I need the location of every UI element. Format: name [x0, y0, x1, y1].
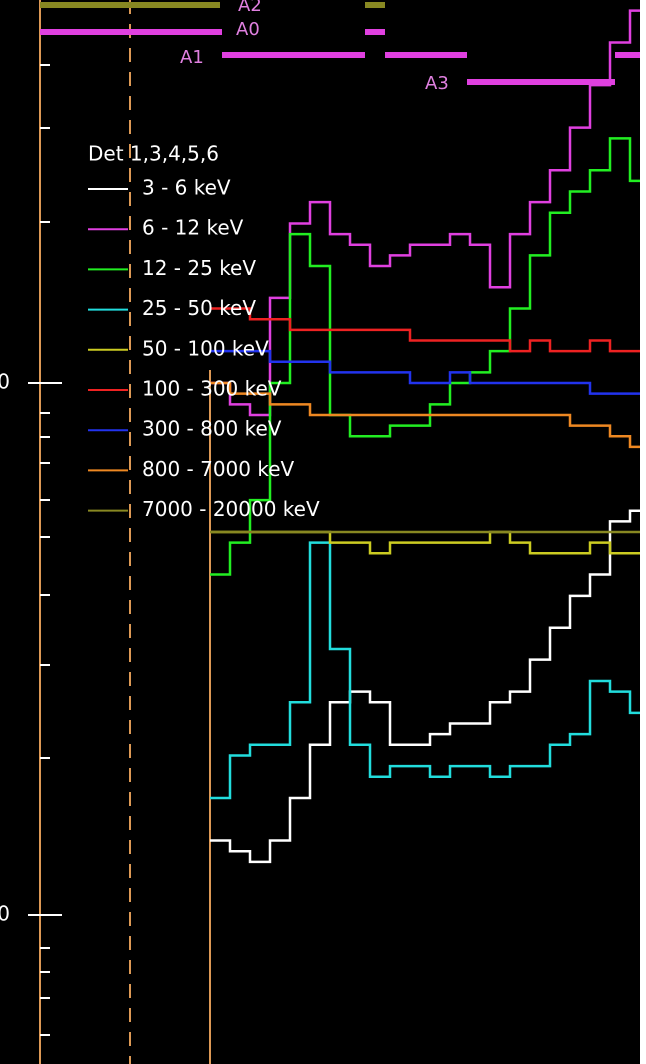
series-line [210, 349, 646, 395]
y-tick-label: 0 [0, 370, 10, 394]
minor-ticks [40, 64, 50, 1036]
annotation: A0 [236, 19, 260, 40]
legend-label: 50 - 100 keV [142, 336, 269, 360]
legend-label: 7000 - 20000 keV [142, 497, 320, 521]
series-line [210, 137, 646, 576]
legend-label: 3 - 6 keV [142, 176, 231, 200]
annotation: A3 [425, 73, 449, 94]
legend-title: Det 1,3,4,5,6 [88, 142, 219, 166]
legend-label: 25 - 50 keV [142, 296, 256, 320]
series-lines [210, 9, 646, 864]
legend: 3 - 6 keV 6 - 12 keV 12 - 25 keV 25 - 50 ke… [88, 176, 320, 521]
legend-label: 100 - 300 keV [142, 377, 282, 401]
legend-label: 12 - 25 keV [142, 256, 256, 280]
series-line [210, 509, 646, 864]
attenuator-bars [40, 2, 640, 85]
series-line [210, 541, 646, 800]
series-line [210, 381, 646, 449]
right-margin [640, 0, 646, 1064]
legend-label: 800 - 7000 keV [142, 457, 295, 481]
y-tick-label: 0 [0, 902, 10, 926]
legend-label: 6 - 12 keV [142, 216, 244, 240]
annotation: A1 [180, 47, 204, 68]
legend-label: 300 - 800 keV [142, 417, 282, 441]
annotation: A2 [238, 0, 262, 16]
series-line [210, 307, 646, 353]
